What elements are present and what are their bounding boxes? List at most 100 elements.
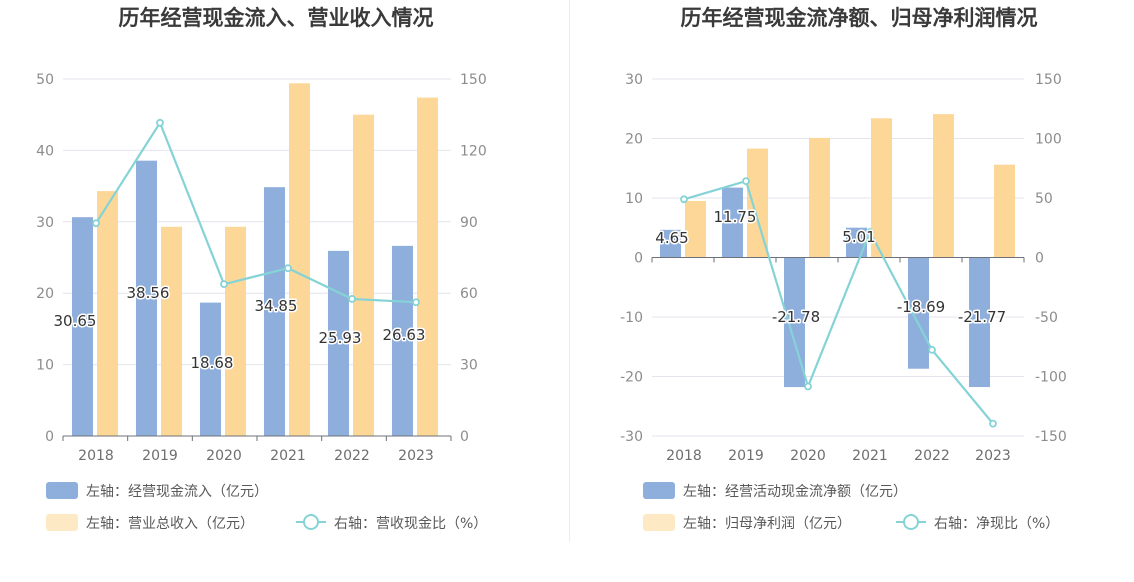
y-tick-right: 150	[460, 72, 487, 88]
y-tick-left: 0	[634, 251, 643, 267]
x-tick-label: 2022	[334, 448, 370, 464]
x-tick-label: 2021	[852, 448, 888, 464]
y-tick-left: 50	[36, 72, 54, 88]
bar-cash-inflow	[392, 245, 413, 436]
x-tick-label: 2018	[666, 448, 702, 464]
bar-net-cashflow	[908, 257, 929, 369]
bar-cash-inflow	[72, 217, 93, 436]
data-label: -21.78	[772, 308, 820, 326]
x-tick-label: 2019	[142, 448, 178, 464]
y-tick-right: 0	[1035, 251, 1044, 267]
y-tick-right: -150	[1035, 429, 1067, 445]
bar-cash-inflow	[264, 187, 285, 436]
bar-cash-inflow	[200, 302, 221, 436]
legend-swatch-blue	[643, 482, 675, 499]
y-tick-right: -50	[1035, 310, 1058, 326]
legend-swatch-orange	[643, 514, 675, 531]
y-tick-left: 10	[36, 358, 54, 374]
line-net-cash-ratio	[683, 179, 994, 425]
bar-net-profit	[871, 118, 892, 258]
y-tick-left: 30	[625, 72, 643, 88]
bar-revenue	[417, 97, 438, 437]
data-label: 25.93	[319, 329, 362, 347]
x-tick-label: 2022	[914, 448, 950, 464]
y-tick-right: 50	[1035, 191, 1053, 207]
bar-revenue	[289, 83, 310, 436]
y-tick-left: 20	[625, 132, 643, 148]
line-point	[928, 345, 936, 354]
line-point	[412, 298, 420, 307]
line-point	[92, 219, 100, 228]
y-tick-right: 150	[1035, 72, 1062, 88]
x-tick-label: 2020	[790, 448, 826, 464]
line-revenue-cash-ratio	[95, 120, 417, 304]
x-tick-label: 2023	[398, 448, 434, 464]
y-tick-right: 120	[460, 143, 487, 159]
legend-swatch-orange	[46, 514, 78, 531]
bar-net-cashflow	[969, 257, 990, 388]
chart-cashflow-inflow-revenue: 历年经营现金流入、营业收入情况 0 10 20 30 40 50 0 30 60 90 120 150 2…	[36, 6, 487, 532]
legend-label: 左轴：营业总收入（亿元）	[86, 516, 254, 532]
legend-label: 左轴：经营现金流入（亿元）	[86, 484, 268, 500]
chart-title: 历年经营现金流净额、归母净利润情况	[681, 6, 1038, 30]
y-tick-left: -10	[620, 310, 643, 326]
legend-swatch-blue	[46, 482, 78, 499]
bar-net-profit	[933, 114, 954, 258]
data-label: 34.85	[255, 297, 298, 315]
bar-net-cashflow	[784, 257, 805, 388]
bar-net-profit	[994, 164, 1015, 258]
legend-swatch-line-marker	[903, 514, 919, 530]
data-label: 5.01	[842, 228, 875, 246]
data-label: 18.68	[191, 354, 234, 372]
legend-label: 右轴：营收现金比（%）	[334, 516, 487, 532]
x-tick-label: 2020	[206, 448, 242, 464]
line-point	[156, 118, 164, 127]
bar-revenue	[161, 226, 182, 436]
line-point	[348, 295, 356, 303]
data-label: 30.65	[54, 312, 97, 330]
chart-cashflow-net-profit: 历年经营现金流净额、归母净利润情况-30-20-100102030-150-10…	[620, 6, 1067, 532]
data-label: -21.77	[958, 308, 1006, 326]
bar-revenue	[97, 191, 118, 436]
legend-label: 右轴：净现比（%）	[934, 516, 1059, 532]
bar-net-profit	[685, 200, 706, 258]
y-tick-right: 60	[460, 286, 478, 302]
legend-label: 左轴：归母净利润（亿元）	[683, 515, 851, 532]
line-point	[804, 382, 812, 391]
bar-revenue	[225, 226, 246, 436]
x-tick-label: 2018	[78, 448, 114, 464]
x-tick-label: 2021	[270, 448, 306, 464]
y-tick-right: 100	[1035, 132, 1062, 148]
line-point	[680, 195, 688, 204]
legend-swatch-line-marker	[303, 514, 319, 530]
y-tick-left: 10	[625, 191, 643, 207]
bar-revenue	[353, 114, 374, 436]
y-tick-left: 0	[45, 429, 54, 445]
data-label: 26.63	[383, 326, 426, 344]
y-tick-right: 30	[460, 358, 478, 374]
x-tick-label: 2023	[975, 448, 1011, 464]
line-point	[742, 177, 750, 186]
x-tick-label: 2019	[728, 448, 764, 464]
chart-title: 历年经营现金流入、营业收入情况	[119, 6, 434, 30]
data-label: 38.56	[127, 284, 170, 302]
bar-net-profit	[747, 148, 768, 258]
bar-cash-inflow	[328, 250, 349, 436]
y-tick-left: 20	[36, 286, 54, 302]
bar-net-cashflow	[722, 187, 743, 258]
y-tick-left: 30	[36, 215, 54, 231]
bar-cash-inflow	[136, 160, 157, 437]
line-point	[989, 419, 997, 428]
y-tick-left: -30	[620, 429, 643, 445]
y-tick-left: 40	[36, 143, 54, 159]
bar-net-profit	[809, 137, 830, 258]
y-tick-right: 0	[460, 429, 469, 445]
y-tick-left: -20	[620, 370, 643, 386]
y-tick-right: 90	[460, 215, 478, 231]
bar-net-cashflow	[660, 229, 681, 258]
data-label: -18.69	[897, 298, 945, 316]
y-tick-right: -100	[1035, 370, 1067, 386]
line-point	[220, 280, 228, 289]
data-label: 4.65	[655, 229, 688, 247]
data-label: 11.75	[714, 208, 757, 226]
